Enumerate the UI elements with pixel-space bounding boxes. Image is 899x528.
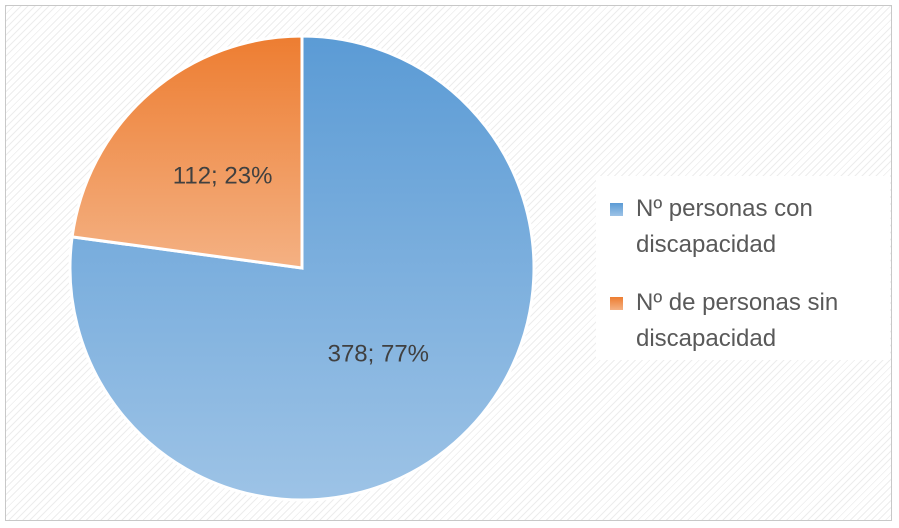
legend-label-con-discapacidad: Nº personas con discapacidad [636,195,813,258]
legend-swatch-con-discapacidad [610,203,623,216]
legend-swatch-sin-discapacidad [610,297,623,310]
legend: Nº personas con discapacidad Nº de perso… [596,176,890,360]
legend-label-sin-discapacidad: Nº de personas sin discapacidad [636,289,839,352]
data-label-sin-discapacidad: 112; 23% [173,162,273,189]
data-label-con-discapacidad: 378; 77% [328,341,429,368]
pie-slice-sin-discapacidad [70,34,304,270]
